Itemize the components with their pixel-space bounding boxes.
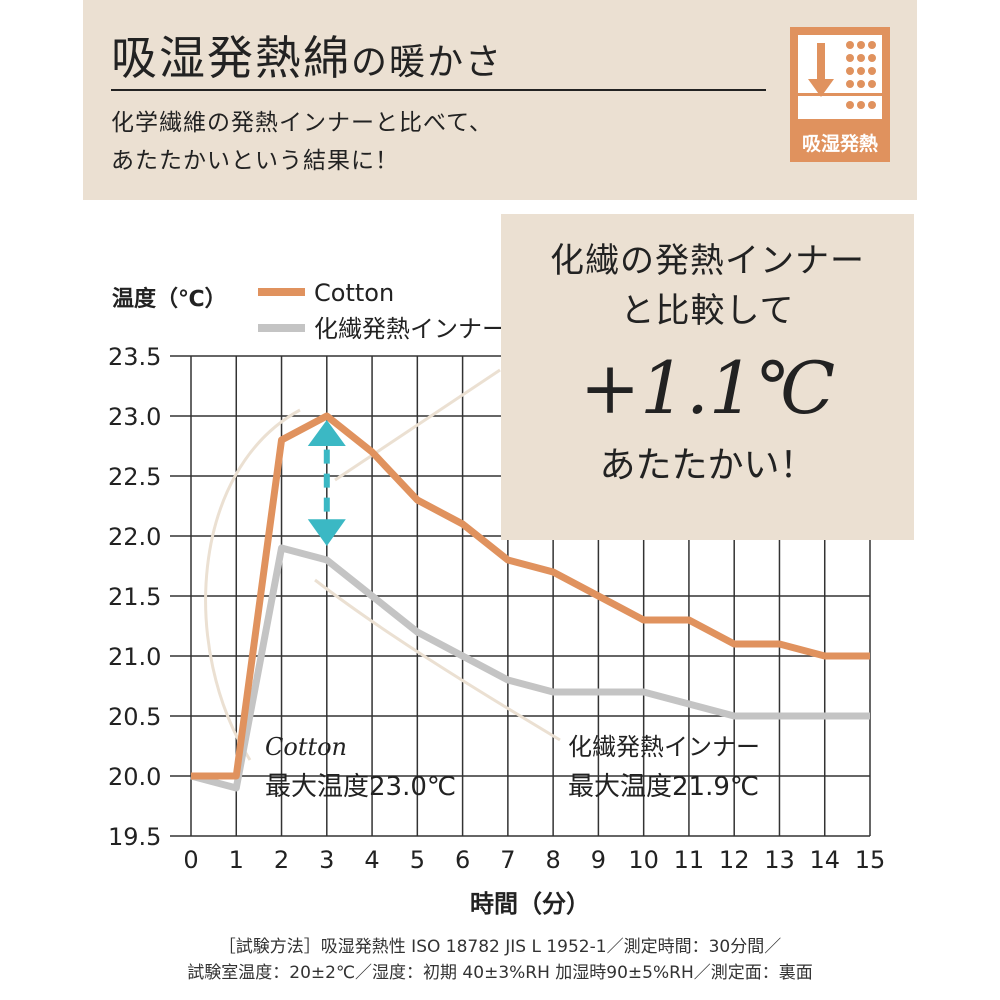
x-tick-label: 10 <box>628 846 659 874</box>
y-tick-label: 22.5 <box>108 463 161 491</box>
x-tick-label: 12 <box>719 846 750 874</box>
badge-graphic <box>798 35 882 119</box>
footnote-line: 試験室温度：20±2℃／湿度：初期 40±3%RH 加湿時90±5%RH／測定面… <box>187 963 813 983</box>
x-tick-label: 11 <box>674 846 705 874</box>
y-tick-label: 19.5 <box>108 823 161 851</box>
cotton-max-annotation: 最大温度23.0℃ <box>265 772 456 802</box>
up-arrow-icon <box>307 420 346 446</box>
annotation-arrow <box>204 408 301 761</box>
x-tick-label: 3 <box>319 846 334 874</box>
synthetic-annotation: 化繊発熱インナー <box>568 733 760 761</box>
x-axis-label: 時間（分） <box>470 890 590 918</box>
callout-line2: と比較して <box>620 291 795 331</box>
annotation-arrow <box>334 368 501 482</box>
subtitle-line: あたたかいという結果に！ <box>111 148 399 174</box>
x-tick-label: 7 <box>500 846 515 874</box>
y-tick-label: 23.5 <box>108 343 161 371</box>
callout-value: +1.1℃ <box>579 346 836 430</box>
x-tick-label: 15 <box>855 846 886 874</box>
x-tick-label: 13 <box>764 846 795 874</box>
y-tick-label: 21.0 <box>108 643 161 671</box>
page-title: 吸湿発熱綿の暖かさ <box>111 31 504 85</box>
annotation-arrow <box>314 578 561 742</box>
badge-label: 吸湿発熱 <box>801 133 878 155</box>
x-tick-label: 8 <box>545 846 560 874</box>
y-tick-label: 20.0 <box>108 763 161 791</box>
x-tick-label: 9 <box>591 846 606 874</box>
y-tick-label: 21.5 <box>108 583 161 611</box>
series-line <box>190 544 870 792</box>
x-tick-label: 2 <box>274 846 289 874</box>
callout-box: 化繊の発熱インナー と比較して +1.1℃ あたたかい！ <box>501 214 914 540</box>
series-line <box>191 412 870 780</box>
x-tick-label: 0 <box>183 846 198 874</box>
y-axis-label: 温度（℃） <box>112 286 227 312</box>
y-tick-label: 22.0 <box>108 523 161 551</box>
x-tick-label: 4 <box>364 846 379 874</box>
subtitle: 化学繊維の発熱インナーと比べて、 あたたかいという結果に！ <box>111 104 493 180</box>
x-tick-label: 5 <box>410 846 425 874</box>
x-tick-label: 6 <box>455 846 470 874</box>
y-tick-label: 20.5 <box>108 703 161 731</box>
subtitle-line: 化学繊維の発熱インナーと比べて、 <box>111 110 493 136</box>
header-banner: 吸湿発熱綿の暖かさ 化学繊維の発熱インナーと比べて、 あたたかいという結果に！ … <box>83 0 917 200</box>
footnote-line: ［試験方法］吸湿発熱性 ISO 18782 JIS L 1952-1／測定時間：… <box>218 937 782 957</box>
y-tick-label: 23.0 <box>108 403 161 431</box>
callout-line3: あたたかい！ <box>599 445 816 486</box>
synthetic-max-annotation: 最大温度21.9℃ <box>568 772 759 802</box>
x-tick-label: 14 <box>809 846 840 874</box>
legend-label: Cotton <box>314 279 394 307</box>
x-tick-label: 1 <box>229 846 244 874</box>
callout-line1: 化繊の発熱インナー <box>550 241 865 281</box>
down-arrow-icon <box>307 519 346 546</box>
title-divider <box>111 89 766 91</box>
legend-label: 化繊発熱インナー <box>314 315 506 343</box>
moisture-heat-icon: 吸湿発熱 <box>790 27 890 162</box>
cotton-annotation: Cotton <box>265 733 347 761</box>
